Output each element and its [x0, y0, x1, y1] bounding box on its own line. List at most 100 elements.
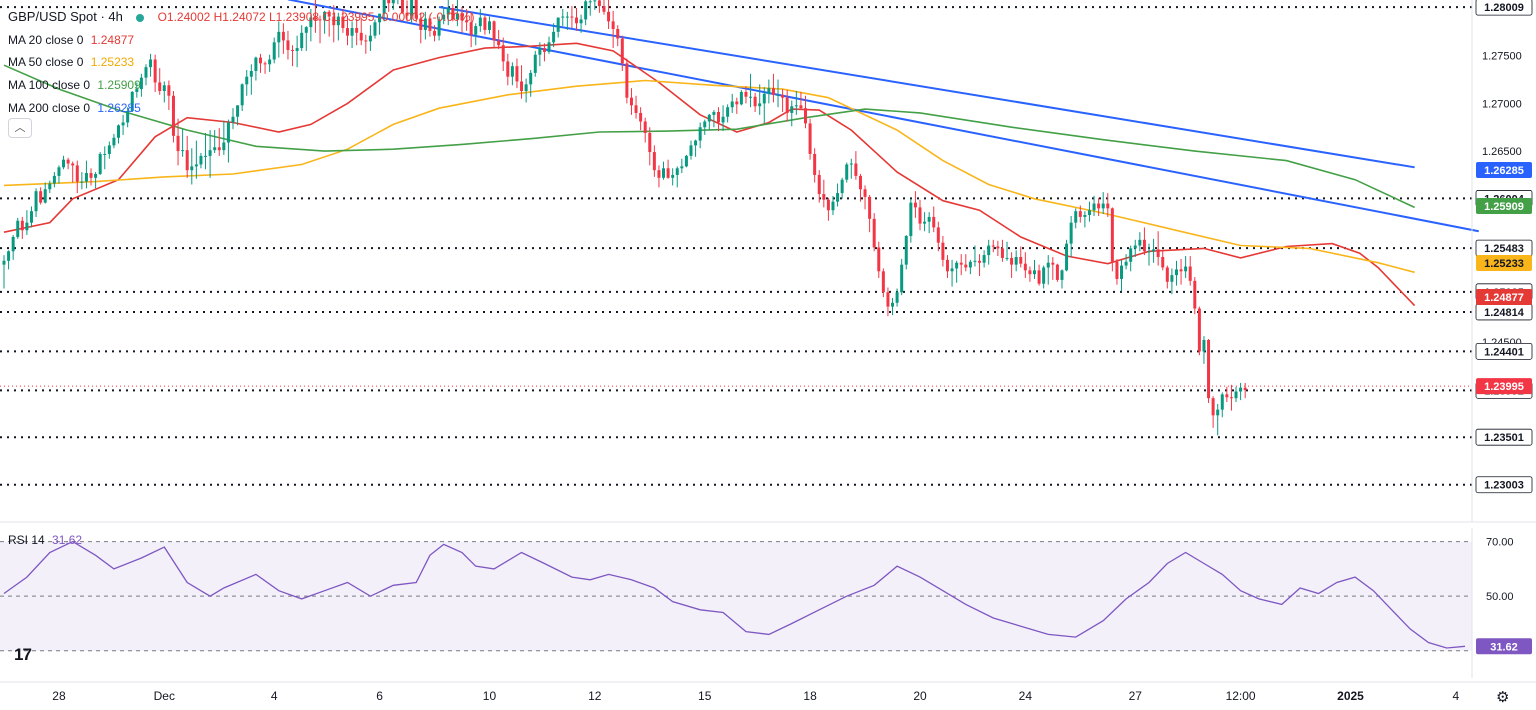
candle-body	[950, 268, 954, 272]
level-tag-text-8: 1.23003	[1484, 480, 1524, 492]
ma50-legend-row[interactable]: MA 50 close 0 1.25233	[8, 51, 474, 74]
ma50-legend-label: MA 50 close 0	[8, 55, 84, 70]
candle	[804, 95, 807, 129]
candle-body	[245, 76, 249, 85]
ma-tag-1	[1476, 198, 1532, 214]
ma20-legend-value: 1.24877	[90, 32, 135, 47]
candle-body	[639, 112, 643, 122]
candle	[520, 65, 524, 99]
candle	[744, 86, 748, 104]
candle	[1101, 192, 1105, 215]
candle	[7, 250, 11, 270]
candle-body	[721, 116, 725, 123]
candle	[794, 90, 798, 115]
candle	[790, 100, 794, 127]
candle	[813, 148, 817, 183]
candle	[987, 239, 991, 265]
candle-body	[625, 63, 629, 98]
candle-body	[153, 59, 157, 83]
candle	[222, 120, 226, 155]
level-tag-7	[1475, 428, 1533, 446]
candle	[845, 162, 849, 183]
candle	[950, 259, 954, 287]
candle-body	[785, 97, 789, 113]
candle-body	[1005, 257, 1009, 259]
candle	[71, 161, 75, 183]
time-tick-label-5: 12	[588, 689, 602, 703]
candle	[588, 0, 592, 16]
candle	[657, 165, 661, 188]
ma20-legend-row[interactable]: MA 20 close 0 1.24877	[8, 29, 474, 52]
candle	[886, 287, 890, 317]
candle	[217, 128, 221, 156]
candle-body	[607, 11, 611, 22]
candle-body	[121, 122, 125, 126]
ma200-legend-row[interactable]: MA 200 close 0 1.26285	[8, 97, 474, 120]
candle-body	[405, 12, 409, 16]
candle-body	[849, 163, 853, 165]
candle-body	[556, 17, 560, 32]
candle	[48, 180, 52, 194]
symbol-title[interactable]: GBP/USD Spot · 4h	[8, 9, 123, 24]
candle-body	[684, 155, 688, 167]
price-tick-label-1: 1.26500	[1482, 146, 1522, 158]
candle-body	[300, 32, 304, 49]
candle-body	[726, 107, 730, 117]
candle-body	[304, 27, 308, 33]
ma-tag-3	[1476, 289, 1532, 305]
candle-body	[570, 16, 574, 18]
candle	[336, 12, 340, 41]
candle-body	[327, 11, 331, 17]
rsi-legend[interactable]: RSI 14 31.62	[8, 533, 82, 547]
candle	[162, 81, 166, 103]
candle	[144, 64, 148, 86]
candle-body	[1028, 270, 1032, 275]
rsi-legend-value: 31.62	[52, 533, 83, 547]
gear-icon[interactable]: ⚙	[1496, 688, 1509, 706]
market-status-dot	[136, 13, 145, 22]
candle	[126, 107, 130, 128]
candle-body	[98, 153, 102, 174]
ma100-legend-row[interactable]: MA 100 close 0 1.25909	[8, 74, 474, 97]
candle	[964, 254, 968, 272]
candle-body	[1037, 270, 1041, 284]
candle-body	[987, 245, 991, 256]
time-tick-label-13: 4	[1453, 689, 1460, 703]
candle	[1138, 232, 1142, 252]
candle-body	[863, 189, 867, 197]
candle-body	[437, 19, 441, 36]
candle-body	[25, 222, 29, 231]
candle-body	[506, 61, 510, 77]
candle-body	[309, 17, 313, 28]
candle	[455, 0, 459, 27]
candle-body	[840, 179, 844, 194]
candle	[955, 260, 959, 283]
ma-tag-2	[1476, 255, 1532, 271]
legend-collapse-button[interactable]: ︿	[8, 118, 32, 138]
candle-body	[501, 45, 505, 62]
candle	[185, 135, 189, 178]
ma20-legend-label: MA 20 close 0	[8, 32, 84, 47]
candle-body	[872, 218, 876, 248]
candle-body	[666, 168, 670, 178]
candle	[313, 0, 317, 33]
candle-body	[602, 6, 606, 12]
candle-body	[1133, 245, 1137, 249]
candle-body	[29, 211, 33, 223]
candle-body	[542, 48, 546, 52]
candle-body	[181, 150, 185, 152]
candle-body	[446, 8, 450, 15]
candle	[868, 194, 872, 233]
candle	[776, 79, 780, 108]
candle	[1060, 269, 1064, 289]
candle	[1170, 268, 1174, 295]
candle	[332, 5, 336, 43]
candle-body	[1188, 266, 1192, 281]
tradingview-logo[interactable]: 17	[14, 645, 32, 665]
candle-body	[199, 155, 203, 165]
time-tick-label-2: 4	[271, 689, 278, 703]
candle	[414, 0, 418, 23]
candle	[607, 0, 611, 29]
candle-body	[758, 103, 762, 107]
